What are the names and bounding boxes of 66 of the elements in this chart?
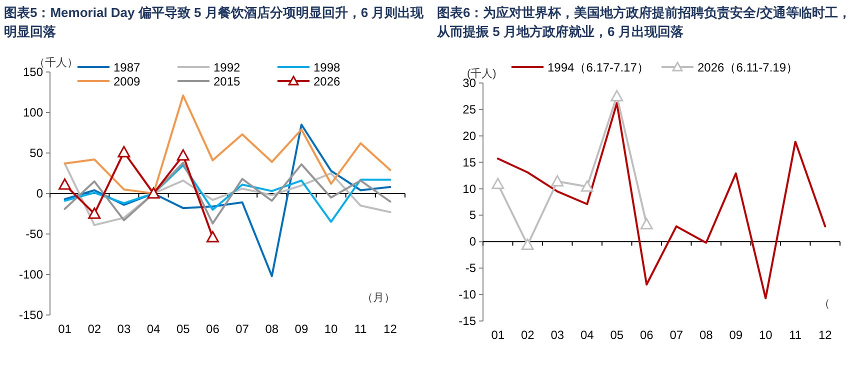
- legend-label: 2009: [114, 74, 141, 88]
- y-tick-label: 0: [469, 234, 476, 249]
- x-tick-label: 03: [550, 328, 564, 342]
- x-tick-label: 02: [520, 328, 535, 342]
- y-tick-label: 25: [462, 102, 476, 116]
- x-tick-label: 09: [294, 322, 308, 336]
- x-tick-label: 11: [354, 322, 368, 336]
- x-tick-label: 01: [491, 328, 505, 342]
- point: [551, 175, 564, 187]
- x-tick-label: 08: [699, 328, 714, 342]
- x-tick-label: 06: [640, 328, 654, 342]
- point: [176, 149, 190, 161]
- x-tick-label: 11: [789, 328, 802, 342]
- y-tick-label: -5: [465, 261, 476, 276]
- x-tick-label: 06: [206, 322, 220, 336]
- y-tick-label: -15: [458, 314, 476, 328]
- y-axis-title: (千人): [467, 67, 496, 80]
- x-tick-label: 05: [176, 322, 190, 336]
- y-tick-label: 0: [36, 186, 44, 200]
- x-axis-title: （: [819, 298, 830, 310]
- line-series: [496, 102, 826, 300]
- x-tick-label: 04: [146, 322, 161, 336]
- legend-label: 1998: [314, 60, 341, 74]
- legend-label: 2026: [314, 74, 341, 88]
- line-series: [64, 124, 392, 278]
- x-tick-label: 02: [88, 322, 102, 336]
- y-tick-label: 15: [462, 155, 476, 170]
- legend-label: 1987: [114, 60, 141, 74]
- y-tick-label: -50: [26, 227, 44, 241]
- point: [147, 187, 160, 199]
- y-tick-label: 5: [469, 208, 476, 222]
- point: [580, 180, 594, 192]
- x-tick-label: 07: [670, 328, 684, 342]
- point: [88, 208, 101, 219]
- x-tick-label: 07: [236, 322, 250, 336]
- x-tick-label: 01: [58, 322, 72, 336]
- x-tick-label: 12: [384, 322, 398, 336]
- y-tick-label: -100: [18, 268, 44, 282]
- point: [610, 90, 624, 102]
- legend-label: 1994（6.17-7.17）: [548, 60, 649, 74]
- point: [58, 178, 72, 190]
- x-tick-label: 05: [610, 328, 624, 342]
- legend-label: 2026（6.11-7.19）: [698, 60, 798, 74]
- y-tick-label: 10: [462, 182, 476, 196]
- x-tick-label: 09: [729, 328, 743, 342]
- x-axis-title: （月）: [362, 292, 395, 304]
- y-tick-label: -150: [18, 308, 44, 322]
- y-tick-label: 50: [30, 146, 44, 160]
- legend-label: 2015: [214, 74, 241, 88]
- y-tick-label: 100: [22, 106, 44, 120]
- point: [640, 218, 653, 230]
- legend-label: 1992: [214, 60, 241, 74]
- point: [206, 230, 219, 242]
- x-tick-label: 03: [117, 322, 131, 336]
- x-tick-label: 10: [758, 328, 773, 342]
- point: [118, 146, 130, 158]
- x-tick-label: 10: [324, 322, 338, 336]
- chart-title: 图表6：为应对世界杯，美国地方政府提前招聘负责安全/交通等临时工，从而提振 5 月地方政府就业，6 月出现回落: [436, 5, 851, 39]
- x-tick-label: 04: [580, 328, 594, 342]
- x-tick-label: 08: [265, 322, 279, 336]
- x-tick-label: 12: [818, 328, 832, 342]
- chart-title: 图表5：Memorial Day 偏平导致 5 月餐饮酒店分项明显回升，6 月则出现明显回落: [4, 5, 425, 39]
- point: [492, 178, 504, 190]
- y-tick-label: 20: [462, 128, 476, 143]
- y-tick-label: -10: [458, 288, 476, 302]
- point: [521, 238, 534, 250]
